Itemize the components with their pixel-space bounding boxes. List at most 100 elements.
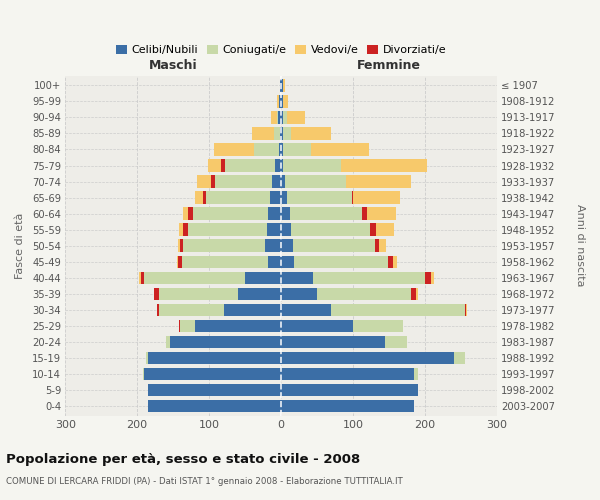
Bar — [159, 288, 238, 300]
Bar — [166, 336, 170, 348]
Bar — [385, 336, 407, 348]
Bar — [214, 143, 254, 156]
Bar — [265, 240, 281, 252]
Bar — [353, 320, 403, 332]
Bar — [281, 95, 283, 108]
Bar — [252, 127, 274, 140]
Bar — [181, 240, 182, 252]
Bar — [148, 352, 281, 364]
Bar — [466, 304, 467, 316]
Bar — [195, 320, 281, 332]
Bar — [278, 111, 281, 124]
Bar — [145, 272, 245, 284]
Bar — [281, 208, 290, 220]
Bar — [367, 208, 396, 220]
Bar — [281, 224, 291, 236]
Bar — [254, 143, 279, 156]
Bar — [277, 95, 279, 108]
Bar — [293, 240, 376, 252]
Bar — [148, 384, 281, 396]
Bar — [388, 256, 393, 268]
Bar — [331, 304, 464, 316]
Bar — [281, 176, 284, 188]
Bar — [281, 384, 418, 396]
Bar — [225, 159, 275, 172]
Bar — [353, 192, 400, 204]
Text: Femmine: Femmine — [357, 60, 421, 72]
Bar — [281, 304, 331, 316]
Bar — [281, 336, 385, 348]
Text: Popolazione per età, sesso e stato civile - 2008: Popolazione per età, sesso e stato civil… — [6, 452, 360, 466]
Bar — [287, 192, 352, 204]
Bar — [393, 256, 397, 268]
Bar — [141, 272, 145, 284]
Bar — [197, 176, 211, 188]
Bar — [275, 159, 281, 172]
Bar — [148, 400, 281, 412]
Bar — [283, 79, 284, 92]
Bar — [178, 240, 181, 252]
Bar — [181, 320, 195, 332]
Bar — [352, 192, 353, 204]
Bar — [370, 224, 376, 236]
Bar — [283, 95, 288, 108]
Bar — [283, 143, 311, 156]
Bar — [281, 111, 283, 124]
Bar — [182, 208, 188, 220]
Bar — [291, 127, 331, 140]
Bar — [170, 336, 281, 348]
Bar — [362, 208, 367, 220]
Bar — [211, 176, 215, 188]
Bar — [245, 272, 281, 284]
Bar — [291, 224, 370, 236]
Bar — [157, 304, 159, 316]
Bar — [317, 288, 410, 300]
Bar — [179, 320, 181, 332]
Text: COMUNE DI LERCARA FRIDDI (PA) - Dati ISTAT 1° gennaio 2008 - Elaborazione TUTTIT: COMUNE DI LERCARA FRIDDI (PA) - Dati IST… — [6, 478, 403, 486]
Bar — [281, 159, 283, 172]
Y-axis label: Anni di nascita: Anni di nascita — [575, 204, 585, 287]
Bar — [281, 256, 294, 268]
Legend: Celibi/Nubili, Coniugati/e, Vedovi/e, Divorziati/e: Celibi/Nubili, Coniugati/e, Vedovi/e, Di… — [111, 40, 451, 60]
Bar — [416, 288, 418, 300]
Bar — [182, 256, 268, 268]
Bar — [281, 288, 317, 300]
Bar — [341, 159, 427, 172]
Bar — [272, 176, 281, 188]
Bar — [283, 159, 341, 172]
Bar — [179, 224, 183, 236]
Bar — [195, 192, 203, 204]
Bar — [274, 127, 280, 140]
Bar — [145, 368, 281, 380]
Bar — [281, 272, 313, 284]
Bar — [193, 208, 268, 220]
Bar — [178, 256, 182, 268]
Bar — [313, 272, 425, 284]
Bar — [410, 288, 416, 300]
Bar — [311, 143, 369, 156]
Y-axis label: Fasce di età: Fasce di età — [15, 212, 25, 279]
Bar — [281, 143, 283, 156]
Bar — [376, 224, 394, 236]
Bar — [271, 111, 277, 124]
Bar — [143, 368, 145, 380]
Bar — [268, 256, 281, 268]
Bar — [177, 256, 178, 268]
Bar — [283, 111, 287, 124]
Bar — [188, 224, 266, 236]
Bar — [266, 224, 281, 236]
Bar — [425, 272, 431, 284]
Bar — [290, 208, 362, 220]
Bar — [208, 159, 221, 172]
Bar — [139, 272, 141, 284]
Bar — [154, 288, 159, 300]
Bar — [414, 368, 418, 380]
Bar — [281, 320, 353, 332]
Bar — [283, 127, 291, 140]
Bar — [431, 272, 434, 284]
Bar — [159, 304, 224, 316]
Bar — [268, 208, 281, 220]
Bar — [224, 304, 281, 316]
Bar — [182, 240, 265, 252]
Bar — [464, 304, 466, 316]
